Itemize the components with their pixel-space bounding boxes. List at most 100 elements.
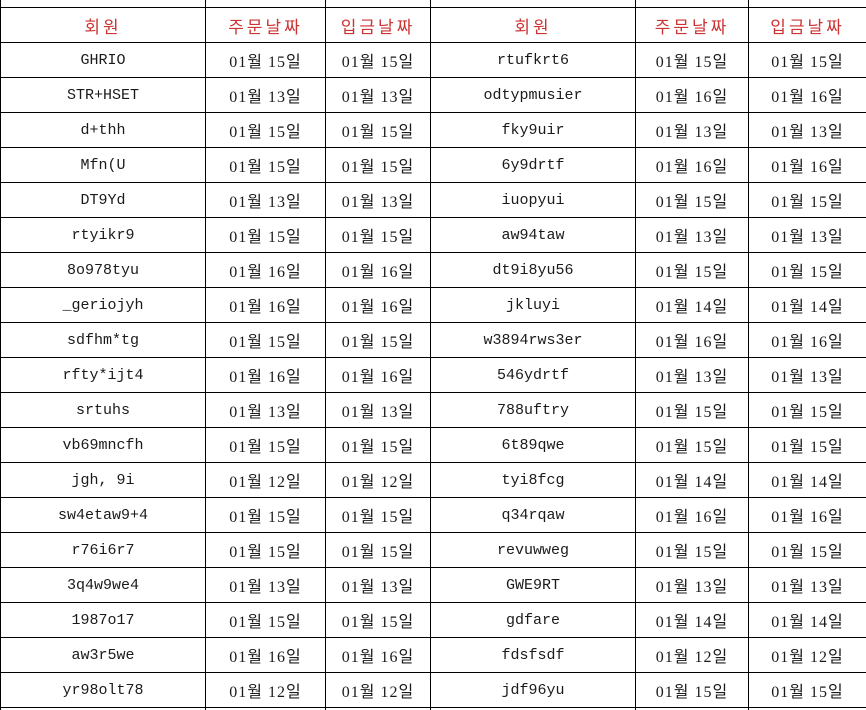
cell-member[interactable]: dt9i8yu56 <box>430 252 636 288</box>
cell-order[interactable]: 01월 16일 <box>205 252 326 288</box>
cell-member[interactable]: iuopyui <box>430 182 636 218</box>
cell-member[interactable]: sw4etaw9+4 <box>0 497 206 533</box>
cell-deposit[interactable]: 01월 16일 <box>325 252 431 288</box>
cell-member[interactable]: tyi8fcg <box>430 462 636 498</box>
cell-member[interactable]: sdfhm*tg <box>0 322 206 358</box>
cell-deposit[interactable]: 01월 16일 <box>325 287 431 323</box>
cell-order[interactable]: 01월 12일 <box>635 637 749 673</box>
cell-order[interactable]: 01월 13일 <box>205 392 326 428</box>
cell-member[interactable]: srtuhs <box>0 392 206 428</box>
cell-order[interactable]: 01월 15일 <box>205 217 326 253</box>
cell-order[interactable]: 01월 16일 <box>635 322 749 358</box>
cell-order[interactable]: 01월 15일 <box>205 42 326 78</box>
cell-member[interactable]: DT9Yd <box>0 182 206 218</box>
cell-deposit[interactable]: 01월 15일 <box>748 427 866 463</box>
cell-order[interactable]: 01월 15일 <box>205 322 326 358</box>
cell-deposit[interactable]: 01월 14일 <box>748 287 866 323</box>
cell-member[interactable]: _geriojyh <box>0 287 206 323</box>
cell-order[interactable]: 01월 15일 <box>205 112 326 148</box>
cell-member[interactable]: gdfare <box>430 602 636 638</box>
cell-deposit[interactable]: 01월 15일 <box>748 392 866 428</box>
cell-order[interactable]: 01월 15일 <box>205 602 326 638</box>
cell-member[interactable]: 546ydrtf <box>430 357 636 393</box>
cell-member[interactable]: aw3r5we <box>0 637 206 673</box>
cell-order[interactable]: 01월 15일 <box>205 532 326 568</box>
cell-order[interactable]: 01월 13일 <box>635 217 749 253</box>
header-deposit-date-right[interactable]: 입금날짜 <box>748 7 866 43</box>
cell-deposit[interactable]: 01월 16일 <box>748 322 866 358</box>
cell-order[interactable]: 01월 13일 <box>635 567 749 603</box>
cell-deposit[interactable]: 01월 13일 <box>748 357 866 393</box>
cell-member[interactable]: revuwweg <box>430 532 636 568</box>
cell-member[interactable]: r76i6r7 <box>0 532 206 568</box>
cell-member[interactable]: 6t89qwe <box>430 427 636 463</box>
cell-deposit[interactable]: 01월 15일 <box>748 182 866 218</box>
cell-deposit[interactable]: 01월 15일 <box>325 322 431 358</box>
cell-order[interactable]: 01월 14일 <box>635 602 749 638</box>
cell-order[interactable]: 01월 15일 <box>205 497 326 533</box>
header-deposit-date-left[interactable]: 입금날짜 <box>325 7 431 43</box>
cell-member[interactable]: d+thh <box>0 112 206 148</box>
cell-member[interactable]: 1987o17 <box>0 602 206 638</box>
cell-order[interactable]: 01월 15일 <box>205 147 326 183</box>
cell-member[interactable]: aw94taw <box>430 217 636 253</box>
cell-member[interactable]: fdsfsdf <box>430 637 636 673</box>
cell-deposit[interactable]: 01월 16일 <box>748 497 866 533</box>
cell-deposit[interactable]: 01월 12일 <box>325 672 431 708</box>
cell-deposit[interactable]: 01월 13일 <box>325 182 431 218</box>
cell-deposit[interactable]: 01월 13일 <box>748 567 866 603</box>
header-order-date-right[interactable]: 주문날짜 <box>635 7 749 43</box>
cell-deposit[interactable]: 01월 15일 <box>325 427 431 463</box>
cell-deposit[interactable]: 01월 15일 <box>748 672 866 708</box>
cell-order[interactable]: 01월 12일 <box>205 462 326 498</box>
cell-order[interactable]: 01월 13일 <box>205 182 326 218</box>
cell-deposit[interactable]: 01월 15일 <box>325 42 431 78</box>
cell-member[interactable]: jkluyi <box>430 287 636 323</box>
cell-member[interactable]: w3894rws3er <box>430 322 636 358</box>
cell-member[interactable]: jgh, 9i <box>0 462 206 498</box>
cell-member[interactable]: Mfn(U <box>0 147 206 183</box>
cell-deposit[interactable]: 01월 15일 <box>325 217 431 253</box>
cell-deposit[interactable]: 01월 16일 <box>325 357 431 393</box>
cell-order[interactable]: 01월 13일 <box>635 357 749 393</box>
cell-order[interactable]: 01월 15일 <box>635 532 749 568</box>
cell-deposit[interactable]: 01월 16일 <box>748 77 866 113</box>
cell-deposit[interactable]: 01월 16일 <box>325 637 431 673</box>
cell-order[interactable]: 01월 14일 <box>635 287 749 323</box>
cell-member[interactable]: 3q4w9we4 <box>0 567 206 603</box>
cell-member[interactable]: STR+HSET <box>0 77 206 113</box>
cell-deposit[interactable]: 01월 15일 <box>748 252 866 288</box>
cell-deposit[interactable]: 01월 14일 <box>748 462 866 498</box>
cell-member[interactable]: 6y9drtf <box>430 147 636 183</box>
cell-member[interactable]: fky9uir <box>430 112 636 148</box>
cell-deposit[interactable]: 01월 15일 <box>748 42 866 78</box>
cell-deposit[interactable]: 01월 15일 <box>325 532 431 568</box>
cell-order[interactable]: 01월 15일 <box>205 427 326 463</box>
cell-order[interactable]: 01월 12일 <box>205 672 326 708</box>
cell-order[interactable]: 01월 15일 <box>635 252 749 288</box>
cell-order[interactable]: 01월 16일 <box>205 637 326 673</box>
cell-member[interactable]: rtufkrt6 <box>430 42 636 78</box>
cell-order[interactable]: 01월 16일 <box>635 77 749 113</box>
cell-order[interactable]: 01월 13일 <box>635 112 749 148</box>
cell-member[interactable]: 8o978tyu <box>0 252 206 288</box>
cell-deposit[interactable]: 01월 13일 <box>325 567 431 603</box>
cell-member[interactable]: yr98olt78 <box>0 672 206 708</box>
cell-order[interactable]: 01월 15일 <box>635 182 749 218</box>
cell-deposit[interactable]: 01월 15일 <box>325 497 431 533</box>
cell-deposit[interactable]: 01월 15일 <box>325 112 431 148</box>
header-member-right[interactable]: 회원 <box>430 7 636 43</box>
cell-member[interactable]: 788uftry <box>430 392 636 428</box>
cell-order[interactable]: 01월 15일 <box>635 42 749 78</box>
cell-order[interactable]: 01월 16일 <box>205 357 326 393</box>
header-member-left[interactable]: 회원 <box>0 7 206 43</box>
cell-order[interactable]: 01월 13일 <box>205 567 326 603</box>
cell-member[interactable]: q34rqaw <box>430 497 636 533</box>
cell-deposit[interactable]: 01월 13일 <box>748 217 866 253</box>
cell-deposit[interactable]: 01월 15일 <box>325 147 431 183</box>
cell-deposit[interactable]: 01월 12일 <box>325 462 431 498</box>
cell-deposit[interactable]: 01월 13일 <box>325 77 431 113</box>
cell-order[interactable]: 01월 14일 <box>635 462 749 498</box>
cell-order[interactable]: 01월 13일 <box>205 77 326 113</box>
cell-order[interactable]: 01월 15일 <box>635 427 749 463</box>
